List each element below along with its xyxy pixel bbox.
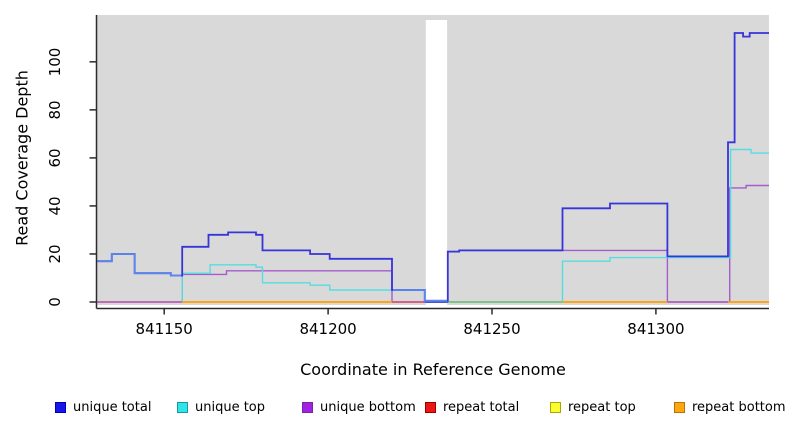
- x-tick-label: 841250: [463, 320, 521, 338]
- legend-label: unique bottom: [320, 399, 416, 415]
- x-axis-title: Coordinate in Reference Genome: [300, 360, 566, 379]
- legend-swatch-unique-top: [177, 401, 188, 413]
- x-tick-label: 841200: [299, 320, 357, 338]
- series-line-unique-total-light-1: [393, 289, 448, 302]
- legend-label: repeat total: [443, 399, 520, 415]
- y-tick-label: 60: [46, 148, 64, 168]
- legend-item-repeat-total: repeat total: [425, 399, 519, 415]
- legend-item-repeat-top: repeat top: [550, 399, 636, 415]
- legend-item-repeat-bottom: repeat bottom: [674, 399, 786, 415]
- y-tick-label: 40: [46, 196, 64, 216]
- legend-swatch-unique-total: [55, 401, 66, 413]
- y-tick-label: 100: [46, 47, 64, 77]
- legend-label: repeat top: [568, 399, 636, 415]
- legend-label: repeat bottom: [692, 399, 786, 415]
- legend-swatch-unique-bottom: [302, 401, 313, 413]
- series-line-unique-total-light-0: [97, 253, 182, 277]
- legend-item-unique-top: unique top: [177, 399, 265, 415]
- legend-swatch-repeat-total: [425, 401, 436, 413]
- x-tick-label: 841150: [135, 320, 193, 338]
- legend-item-unique-total: unique total: [55, 399, 151, 415]
- legend-label: unique top: [195, 399, 266, 415]
- y-tick-label: 0: [46, 297, 64, 307]
- gap-band: [425, 20, 448, 305]
- series-line-unique-total: [97, 32, 769, 302]
- y-tick-label: 20: [46, 244, 64, 264]
- legend-label: unique total: [73, 399, 152, 415]
- x-tick-label: 841300: [627, 320, 685, 338]
- legend-item-unique-bottom: unique bottom: [302, 399, 416, 415]
- y-axis-title: Read Coverage Depth: [12, 70, 32, 246]
- legend-swatch-repeat-top: [550, 401, 561, 413]
- legend-swatch-repeat-bottom: [674, 401, 685, 413]
- y-tick-label: 80: [46, 100, 64, 120]
- series-line-unique-top: [97, 148, 769, 303]
